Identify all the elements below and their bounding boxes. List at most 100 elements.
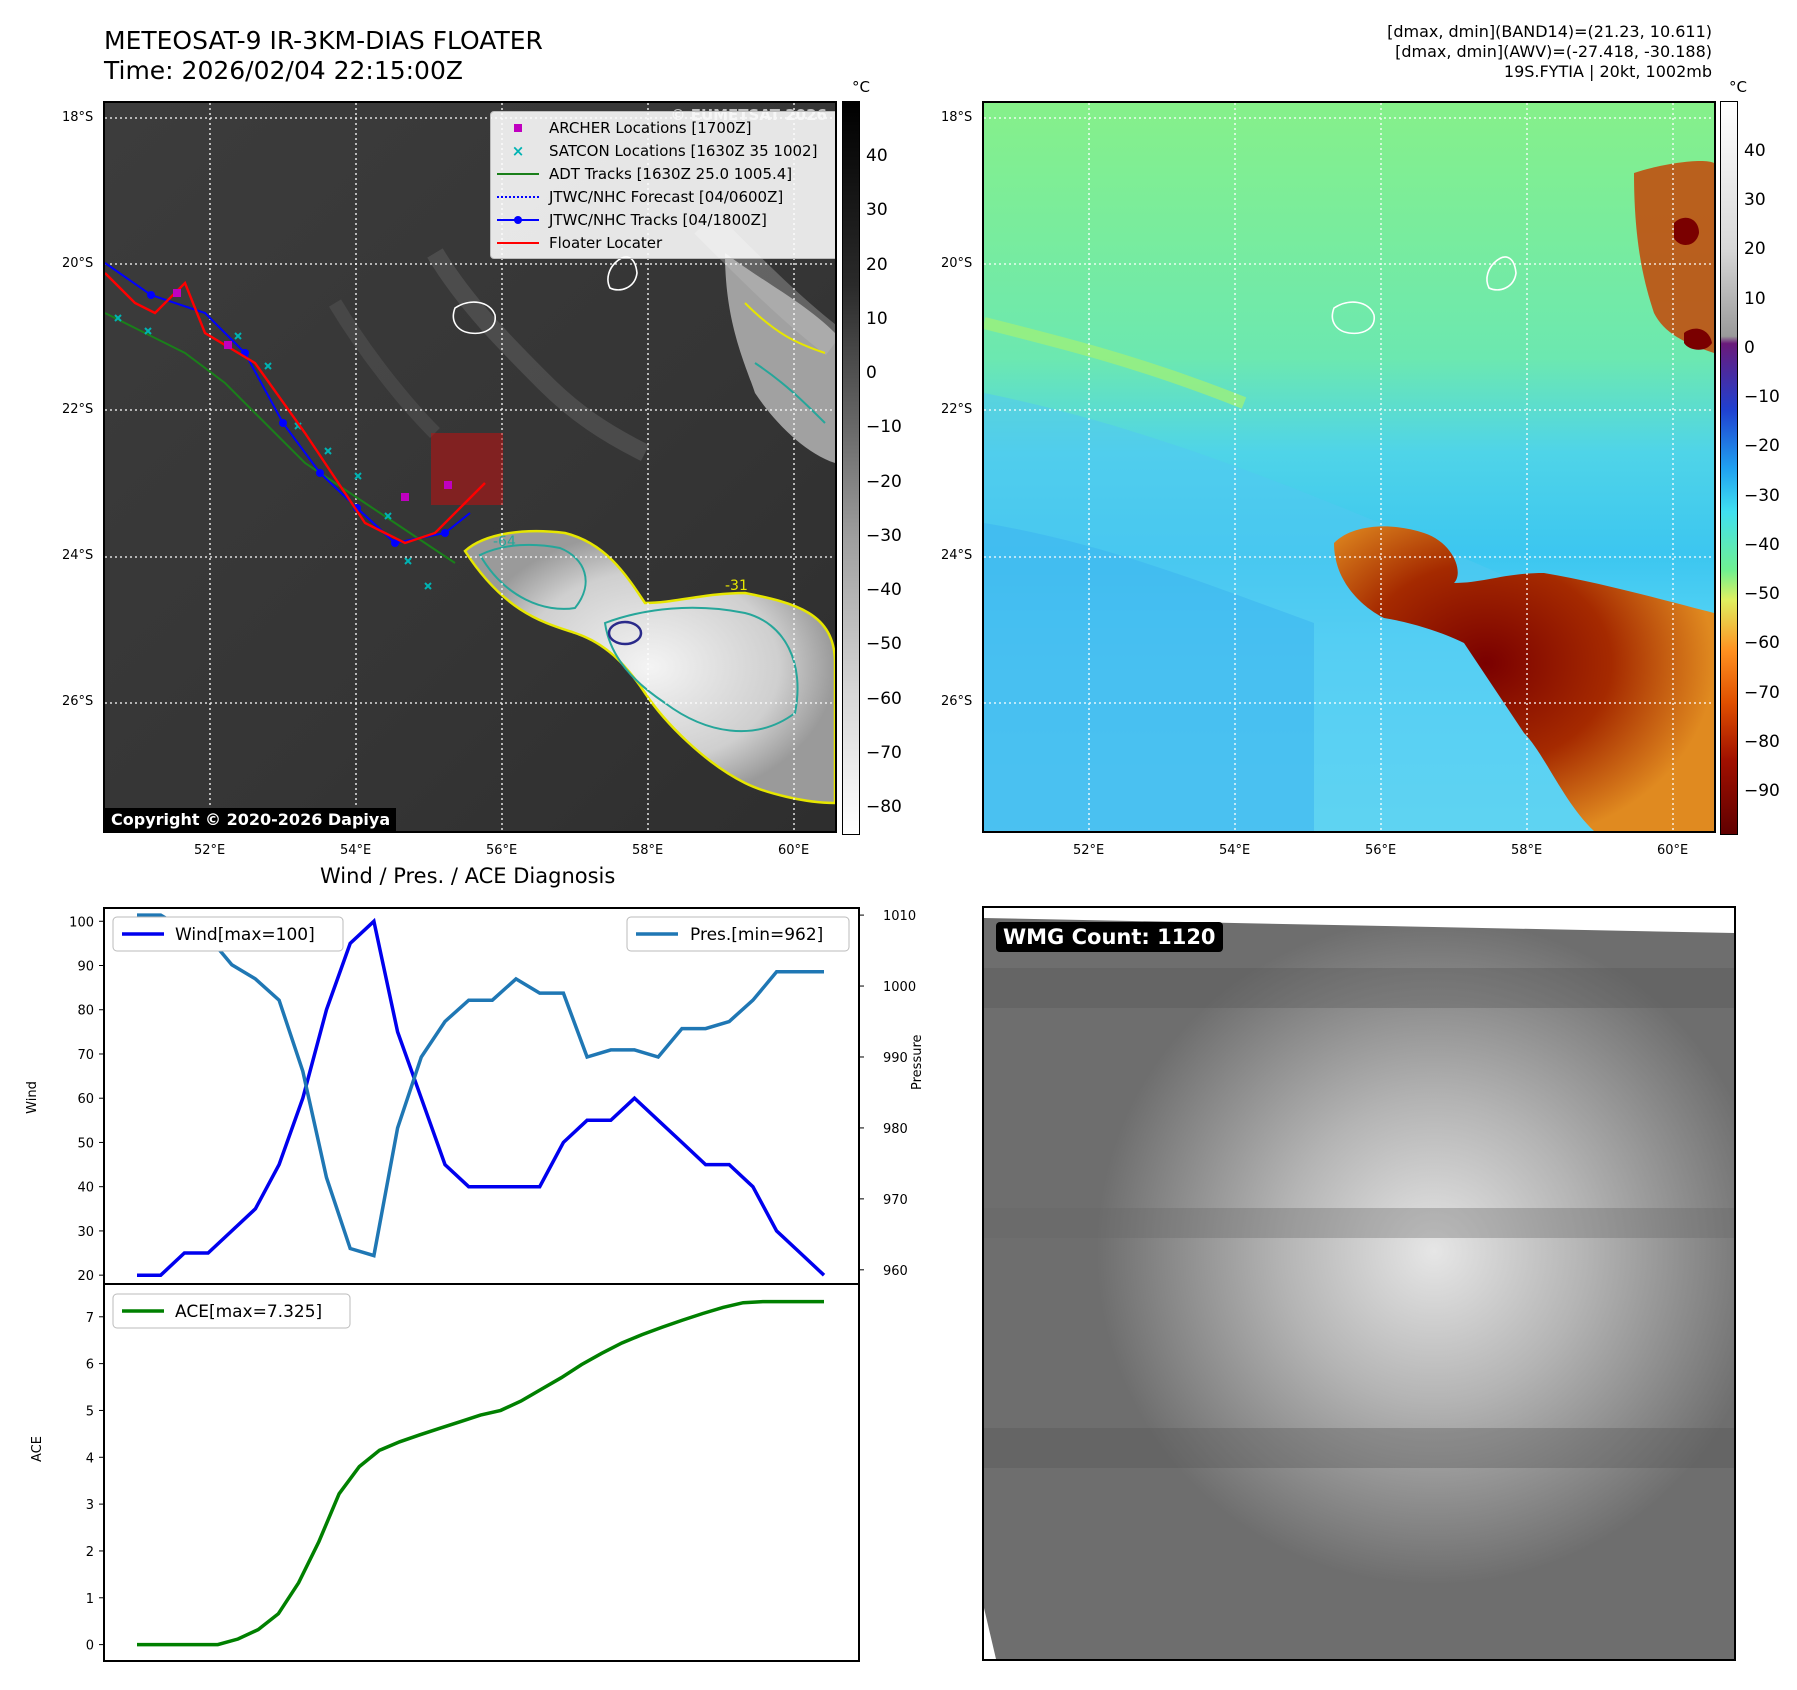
wind-ytick-label: 60 bbox=[77, 1092, 94, 1107]
wv-lat-label-18: 18°S bbox=[941, 110, 973, 125]
right-title-band14: [dmax, dmin](BAND14)=(21.23, 10.611) bbox=[1387, 22, 1712, 41]
right-title-awv: [dmax, dmin](AWV)=(-27.418, -30.188) bbox=[1395, 42, 1712, 61]
wv-colorbar-tick-label: −30 bbox=[1744, 485, 1780, 506]
dotted-line-icon bbox=[497, 191, 539, 203]
wv-colorbar bbox=[1720, 101, 1738, 835]
ir-map-panel: -64 -31 bbox=[103, 101, 837, 833]
ace-ytick-label: 5 bbox=[86, 1404, 94, 1419]
pres-ytick-label: 960 bbox=[883, 1264, 908, 1279]
legend-jtwc-tracks: JTWC/NHC Tracks [04/1800Z] bbox=[497, 208, 835, 231]
ir-lon-label-56: 56°E bbox=[486, 843, 518, 858]
ir-colorbar-tick-label: 0 bbox=[866, 363, 877, 383]
line-marker-icon bbox=[497, 168, 539, 180]
x-marker-icon: × bbox=[511, 141, 525, 160]
ir-lat-label-22: 22°S bbox=[62, 402, 94, 417]
contour-label-31: -31 bbox=[725, 578, 748, 594]
ace-ytick-label: 7 bbox=[86, 1311, 94, 1326]
legend-floater: Floater Locater bbox=[497, 231, 835, 254]
ir-colorbar-tick-label: 30 bbox=[866, 200, 888, 221]
wv-colorbar-tick-label: −20 bbox=[1744, 436, 1780, 457]
ace-ytick-label: 1 bbox=[86, 1592, 94, 1607]
wv-colorbar-tick-label: −50 bbox=[1744, 584, 1780, 605]
wv-map-image bbox=[984, 103, 1714, 831]
contour-label-64: -64 bbox=[493, 534, 516, 550]
red-line-icon bbox=[497, 237, 539, 249]
legend-adt-label: ADT Tracks [1630Z 25.0 1005.4] bbox=[549, 164, 793, 183]
ir-lat-label-20: 20°S bbox=[62, 256, 94, 271]
ir-colorbar-unit: °C bbox=[852, 78, 870, 96]
copyright-badge: Copyright © 2020-2026 Dapiya bbox=[105, 808, 397, 831]
ace-frame bbox=[103, 1283, 860, 1662]
ir-colorbar-tick-label: −50 bbox=[866, 634, 902, 655]
legend-jtwc-forecast-label: JTWC/NHC Forecast [04/0600Z] bbox=[549, 187, 784, 206]
ir-lon-label-58: 58°E bbox=[632, 843, 664, 858]
pres-legend-label: Pres.[min=962] bbox=[690, 925, 823, 945]
wind-ytick-label: 50 bbox=[77, 1136, 94, 1151]
ir-colorbar-tick-label: −10 bbox=[866, 417, 902, 438]
pres-ytick-label: 1010 bbox=[883, 909, 916, 924]
wmg-image bbox=[984, 908, 1734, 1659]
wv-colorbar-tick-label: 40 bbox=[1744, 141, 1766, 161]
pres-ytick-label: 970 bbox=[883, 1193, 908, 1208]
right-title-storm: 19S.FYTIA | 20kt, 1002mb bbox=[1503, 62, 1712, 81]
wv-lat-label-20: 20°S bbox=[941, 256, 973, 271]
wv-lon-label-60: 60°E bbox=[1657, 843, 1689, 858]
wv-colorbar-tick-label: −80 bbox=[1744, 731, 1780, 752]
ace-ytick-label: 0 bbox=[86, 1639, 94, 1654]
wv-lat-label-26: 26°S bbox=[941, 694, 973, 709]
pres-legend bbox=[626, 916, 850, 952]
ace-ytick-label: 3 bbox=[86, 1498, 94, 1513]
wind-ytick-label: 90 bbox=[77, 960, 94, 975]
ir-title-line1: METEOSAT-9 IR-3KM-DIAS FLOATER bbox=[104, 26, 543, 55]
ace-legend bbox=[112, 1293, 351, 1329]
wv-colorbar-tick-label: 10 bbox=[1744, 288, 1766, 309]
ir-lon-label-60: 60°E bbox=[778, 843, 810, 858]
wind-ytick-label: 80 bbox=[77, 1004, 94, 1019]
ace-ytick-label: 4 bbox=[86, 1451, 94, 1466]
wind-ytick-label: 100 bbox=[69, 915, 94, 930]
wv-lat-label-22: 22°S bbox=[941, 402, 973, 417]
wind-line bbox=[137, 917, 826, 1277]
wind-ytick-label: 40 bbox=[77, 1181, 94, 1196]
wind-legend bbox=[112, 916, 344, 952]
wmg-panel: WMG Count: 1120 bbox=[982, 906, 1736, 1661]
wv-colorbar-tick-label: −40 bbox=[1744, 534, 1780, 555]
wind-ytick-label: 70 bbox=[77, 1048, 94, 1063]
diagnosis-title: Wind / Pres. / ACE Diagnosis bbox=[320, 864, 616, 888]
legend-floater-label: Floater Locater bbox=[549, 233, 663, 252]
wind-ytick-label: 30 bbox=[77, 1225, 94, 1240]
pressure-line bbox=[137, 913, 824, 1258]
legend-satcon: × SATCON Locations [1630Z 35 1002] bbox=[497, 139, 835, 162]
ir-colorbar-tick-label: −20 bbox=[866, 471, 902, 492]
legend-adt: ADT Tracks [1630Z 25.0 1005.4] bbox=[497, 162, 835, 185]
legend-archer-label: ARCHER Locations [1700Z] bbox=[549, 118, 752, 137]
ir-lon-label-52: 52°E bbox=[194, 843, 226, 858]
legend-archer: ARCHER Locations [1700Z] bbox=[497, 116, 835, 139]
ace-legend-label: ACE[max=7.325] bbox=[175, 1302, 322, 1322]
ir-lat-label-24: 24°S bbox=[62, 548, 94, 563]
wv-lon-label-58: 58°E bbox=[1511, 843, 1543, 858]
pres-ytick-label: 1000 bbox=[883, 980, 916, 995]
legend-jtwc-forecast: JTWC/NHC Forecast [04/0600Z] bbox=[497, 185, 835, 208]
wv-colorbar-tick-label: 20 bbox=[1744, 239, 1766, 260]
ir-colorbar-tick-label: −60 bbox=[866, 688, 902, 709]
ace-ytick-label: 6 bbox=[86, 1358, 94, 1373]
ir-colorbar-tick-label: 20 bbox=[866, 254, 888, 275]
wmg-count-badge: WMG Count: 1120 bbox=[996, 922, 1223, 952]
legend-satcon-label: SATCON Locations [1630Z 35 1002] bbox=[549, 141, 818, 160]
ir-title-time: Time: 2026/02/04 22:15:00Z bbox=[104, 56, 463, 85]
square-marker-icon bbox=[497, 122, 539, 134]
wv-colorbar-unit: °C bbox=[1729, 78, 1747, 96]
wv-map-panel bbox=[982, 101, 1716, 833]
ir-colorbar bbox=[842, 101, 860, 835]
ir-legend: ARCHER Locations [1700Z] × SATCON Locati… bbox=[490, 111, 835, 259]
right-title: [dmax, dmin](BAND14)=(21.23, 10.611) [dm… bbox=[1387, 22, 1712, 82]
ir-colorbar-tick-label: 40 bbox=[866, 146, 888, 166]
wv-lon-label-52: 52°E bbox=[1073, 843, 1105, 858]
wv-colorbar-tick-label: 30 bbox=[1744, 190, 1766, 211]
wv-colorbar-tick-label: −60 bbox=[1744, 633, 1780, 654]
line-dot-icon bbox=[497, 214, 539, 226]
ace-line bbox=[137, 1299, 824, 1647]
pres-ytick-label: 990 bbox=[883, 1051, 908, 1066]
